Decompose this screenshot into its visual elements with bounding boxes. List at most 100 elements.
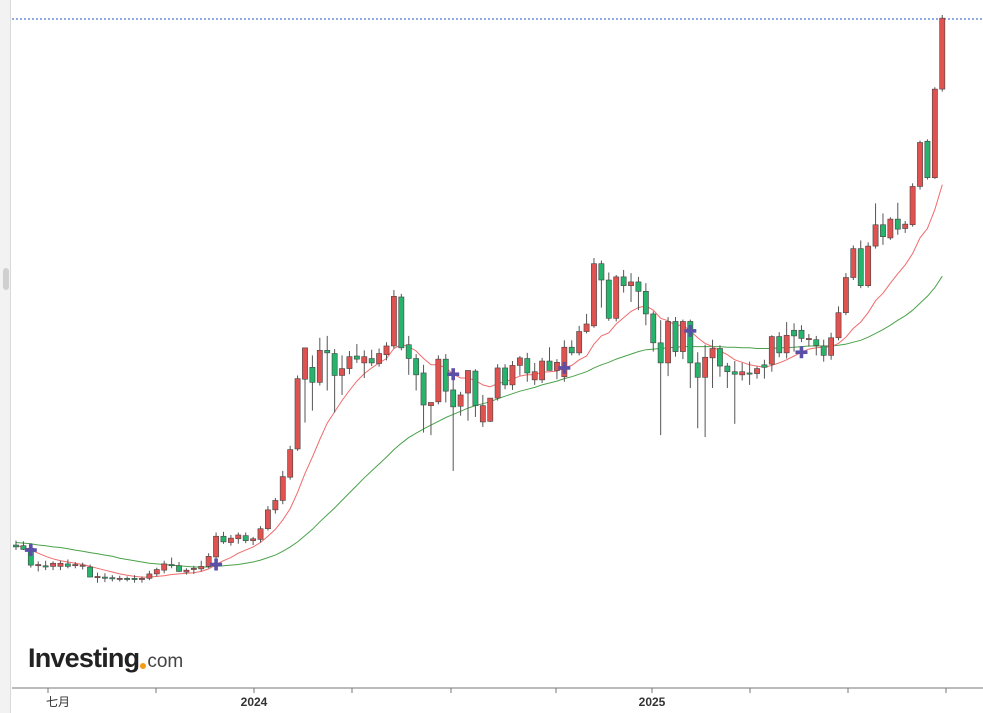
candle [531, 362, 538, 385]
candle-body [64, 563, 71, 567]
candle-body [487, 397, 494, 422]
candle-body [339, 368, 345, 376]
candle [220, 531, 227, 544]
candle-body [287, 449, 294, 478]
candle [872, 203, 879, 249]
candle [813, 335, 820, 356]
ma-slow-line [15, 275, 943, 568]
candle-body [776, 336, 783, 354]
candle [257, 526, 264, 543]
candle-body [902, 223, 909, 229]
event-marker[interactable] [447, 368, 460, 381]
candle [613, 274, 620, 322]
watermark-dot [140, 663, 147, 669]
candle [153, 567, 160, 577]
candle-body [894, 218, 901, 230]
candle [739, 362, 746, 381]
x-tick-label: 2025 [639, 695, 666, 709]
candle-body [13, 544, 19, 548]
candle-body [635, 281, 642, 292]
candle-body [391, 296, 397, 347]
candle [524, 352, 531, 382]
candle [176, 561, 182, 573]
event-marker[interactable] [24, 544, 37, 557]
candle [516, 356, 523, 376]
candle-body [413, 358, 420, 376]
candle [783, 322, 790, 359]
candle-body [709, 348, 716, 359]
candle-body [183, 569, 190, 573]
candle [694, 352, 701, 429]
candle [546, 347, 553, 371]
candle-body [739, 371, 746, 376]
candle [139, 576, 145, 583]
candle-body [20, 545, 27, 550]
candle-body [731, 371, 738, 375]
event-marker[interactable] [210, 558, 223, 571]
candle [657, 320, 664, 436]
candle-body [531, 371, 538, 381]
candle [665, 317, 671, 377]
candle-body [872, 224, 879, 247]
candle-body [205, 556, 212, 567]
candle-body [450, 389, 457, 408]
candle [798, 325, 805, 343]
candle [42, 560, 49, 571]
candle [931, 87, 938, 179]
candle-body [583, 323, 590, 332]
candle [465, 370, 471, 421]
panel-collapse-handle[interactable] [3, 268, 9, 290]
candle-body [361, 356, 368, 364]
candle-body [494, 367, 501, 399]
candle-body [331, 353, 338, 376]
event-marker[interactable] [558, 361, 571, 374]
event-marker[interactable] [795, 346, 808, 359]
candle-body [931, 88, 938, 178]
candle [620, 269, 627, 293]
ma-fast-line [15, 184, 943, 578]
candle-body [598, 263, 605, 281]
candle-body [420, 372, 427, 406]
candle-body [72, 564, 79, 567]
candle [309, 355, 316, 411]
candle [857, 240, 864, 289]
candle [924, 139, 931, 180]
candle-body [257, 528, 264, 540]
candle-body [754, 368, 760, 374]
candle [87, 564, 93, 578]
candle [94, 572, 101, 583]
candle-body [717, 348, 723, 367]
candle-body [294, 378, 301, 450]
candle [894, 202, 901, 235]
candle [198, 560, 205, 572]
candle-body [42, 565, 49, 568]
candle [820, 339, 827, 362]
candle [420, 364, 427, 433]
candle-body [820, 345, 827, 356]
candle-body [50, 562, 56, 567]
candle-body [353, 355, 360, 360]
candle-body [568, 346, 575, 354]
candle [272, 497, 279, 514]
watermark-brand: Investing [28, 643, 140, 673]
x-axis: 七月 2024 2025 [12, 687, 983, 709]
candle [717, 345, 723, 377]
candle [146, 570, 153, 581]
candle-body [939, 17, 946, 90]
x-tick-label: 2024 [241, 695, 268, 709]
candle [561, 340, 568, 382]
candle [227, 534, 234, 546]
candle [502, 364, 508, 390]
event-marker[interactable] [684, 324, 697, 337]
candle-body [376, 353, 382, 364]
candle [287, 445, 294, 480]
candle [917, 140, 923, 190]
candle-body [909, 186, 916, 226]
candle-body [887, 218, 894, 239]
candle [902, 220, 909, 233]
candle-body [694, 362, 701, 378]
candle-body [168, 564, 175, 567]
candle [35, 561, 42, 572]
